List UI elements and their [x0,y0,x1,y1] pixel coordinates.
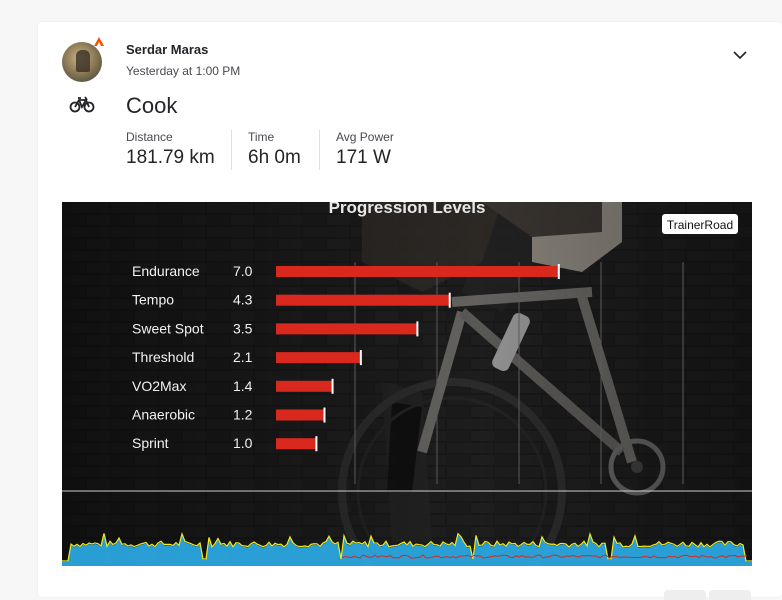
bar-category-label: Threshold [132,349,194,365]
stat-value: 6h 0m [248,147,301,168]
stat-time: Time 6h 0m [248,130,301,169]
bar [276,323,418,335]
bar-value-label: 1.4 [233,378,253,394]
stat-value: 181.79 km [126,147,215,168]
bar [276,352,361,364]
bar-category-label: Sprint [132,435,169,451]
bar-end-marker [315,436,318,452]
bar-value-label: 1.0 [233,435,253,451]
strava-logo-icon [94,37,104,46]
trainerroad-badge-text: TrainerRoad [667,218,733,232]
bar-value-label: 7.0 [233,263,253,279]
progression-heading: Progression Levels [329,202,486,217]
bar-end-marker [331,378,334,394]
activity-title[interactable]: Cook [126,93,178,118]
power-fill [62,534,752,566]
bar-end-marker [416,321,419,337]
stat-divider [231,130,232,170]
bar [276,294,450,306]
bar-category-label: Tempo [132,292,174,308]
bike-icon [69,96,95,113]
stat-label: Avg Power [336,130,394,144]
bar-category-label: VO2Max [132,378,186,394]
bar [276,409,325,421]
stat-label: Distance [126,130,173,144]
carousel-next-button[interactable] [709,590,751,600]
stat-distance: Distance 181.79 km [126,130,215,169]
bar [276,380,333,392]
stat-avg-power: Avg Power 171 W [336,130,394,169]
stat-label: Time [248,130,275,144]
bar-end-marker [359,350,362,366]
bar-value-label: 3.5 [233,320,253,336]
activity-timestamp[interactable]: Yesterday at 1:00 PM [126,64,241,78]
athlete-avatar[interactable] [62,42,102,82]
bar-end-marker [323,407,326,423]
athlete-name[interactable]: Serdar Maras [126,42,209,57]
bar [276,266,559,277]
bar [276,438,317,450]
bar-value-label: 1.2 [233,407,253,423]
bar-value-label: 4.3 [233,292,253,308]
bar-end-marker [448,292,451,308]
heart-rate-line [341,554,748,559]
activity-photo[interactable]: Progression Levels TrainerRoad Endurance… [62,202,752,566]
stat-value: 171 W [336,147,391,168]
trainerroad-badge: TrainerRoad [662,214,738,234]
power-line [62,531,752,562]
bar-category-label: Anaerobic [132,407,195,423]
bar-value-label: 2.1 [233,349,253,365]
stat-divider [319,130,320,170]
bar-end-marker [557,264,560,279]
bar-category-label: Sweet Spot [132,320,204,336]
chevron-down-icon[interactable] [733,50,747,60]
carousel-prev-button[interactable] [664,590,706,600]
bar-category-label: Endurance [132,263,200,279]
